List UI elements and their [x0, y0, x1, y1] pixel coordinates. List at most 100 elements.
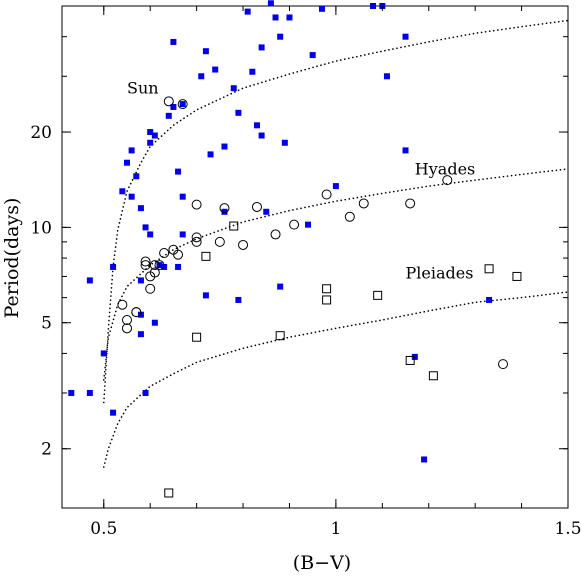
open-circle-point	[163, 96, 174, 107]
filled-square-point	[198, 73, 205, 80]
open-square-point	[428, 371, 438, 381]
filled-square-point	[110, 263, 117, 270]
filled-square-point	[142, 224, 149, 231]
open-circle-point	[498, 359, 509, 370]
filled-square-point	[249, 68, 256, 75]
open-circle-point	[270, 229, 281, 240]
open-circle-point	[251, 201, 262, 212]
open-circle-point	[149, 267, 160, 278]
curve-label-hyades: Hyades	[415, 159, 475, 178]
filled-square-point	[147, 231, 154, 238]
open-circle-point	[191, 236, 202, 247]
open-circle-point	[191, 232, 202, 243]
filled-square-point	[305, 221, 312, 228]
y-tick-label: 10	[30, 218, 52, 238]
open-circle-point	[219, 203, 230, 214]
filled-square-point	[202, 292, 209, 299]
open-circle-point	[121, 314, 132, 325]
filled-square-point	[411, 353, 418, 360]
filled-square-point	[179, 231, 186, 238]
curve-pleiades	[103, 291, 569, 468]
filled-square-point	[170, 38, 177, 45]
filled-square-point	[402, 147, 409, 154]
filled-square-point	[147, 129, 154, 136]
open-circle-point	[131, 307, 142, 318]
filled-square-point	[486, 296, 493, 303]
open-circle-point	[405, 198, 416, 209]
filled-square-point	[202, 48, 209, 55]
filled-square-point	[175, 263, 182, 270]
open-circle-point	[344, 211, 355, 222]
filled-square-point	[370, 3, 377, 9]
filled-square-point	[267, 0, 274, 7]
filled-square-point	[100, 350, 107, 357]
open-circle-point	[145, 283, 156, 294]
plot-frame	[61, 5, 569, 509]
filled-square-point	[179, 193, 186, 200]
filled-square-point	[165, 112, 172, 119]
open-circle-point	[117, 299, 128, 310]
open-circle-point	[289, 219, 300, 230]
filled-square-point	[286, 14, 293, 21]
open-square-point	[164, 488, 174, 498]
filled-square-point	[123, 159, 130, 166]
filled-square-point	[207, 151, 214, 158]
filled-square-point	[383, 73, 390, 80]
open-square-point	[322, 295, 332, 305]
open-circle-point	[238, 239, 249, 250]
filled-square-point	[151, 319, 158, 326]
filled-square-point	[318, 5, 325, 12]
filled-square-point	[170, 103, 177, 110]
y-tick-label: 5	[41, 314, 52, 334]
y-tick-label: 2	[41, 440, 52, 460]
filled-square-point	[277, 33, 284, 40]
filled-square-point	[137, 205, 144, 212]
filled-square-point	[133, 173, 140, 180]
x-tick-label: 1	[330, 519, 341, 539]
open-square-point	[405, 355, 415, 365]
open-square-point	[275, 331, 285, 341]
filled-square-point	[128, 147, 135, 154]
open-square-point	[373, 290, 383, 300]
filled-square-point	[244, 8, 251, 15]
y-axis-label: Period(days)	[1, 198, 23, 319]
open-square-point	[229, 221, 239, 231]
open-circle-point	[121, 323, 132, 334]
filled-square-point	[221, 143, 228, 150]
filled-square-point	[175, 168, 182, 175]
filled-square-point	[86, 389, 93, 396]
open-circle-point	[149, 260, 160, 271]
filled-square-point	[86, 277, 93, 284]
filled-square-point	[142, 389, 149, 396]
curve-label-sun: Sun	[127, 78, 159, 97]
open-square-point	[192, 332, 202, 342]
filled-square-point	[309, 52, 316, 59]
x-tick-label: 0.5	[90, 519, 117, 539]
open-circle-point	[358, 198, 369, 209]
open-circle-point	[177, 99, 188, 110]
filled-square-point	[230, 85, 237, 92]
filled-square-point	[137, 311, 144, 318]
filled-square-point	[119, 188, 126, 195]
filled-square-point	[147, 139, 154, 146]
filled-square-point	[128, 193, 135, 200]
open-circle-point	[140, 256, 151, 267]
filled-square-point	[137, 277, 144, 284]
open-circle-point	[442, 175, 453, 186]
filled-square-point	[179, 101, 186, 108]
x-axis-label: (B−V)	[293, 552, 351, 574]
x-tick-label: 1.5	[554, 519, 581, 539]
filled-square-point	[258, 132, 265, 139]
filled-square-point	[402, 33, 409, 40]
open-circle-point	[159, 248, 170, 259]
open-circle-point	[214, 236, 225, 247]
filled-square-point	[253, 122, 260, 129]
filled-square-point	[258, 44, 265, 51]
filled-square-point	[137, 331, 144, 338]
filled-square-point	[235, 296, 242, 303]
filled-square-point	[110, 409, 117, 416]
filled-square-point	[281, 139, 288, 146]
filled-square-point	[332, 183, 339, 190]
filled-square-point	[221, 208, 228, 215]
